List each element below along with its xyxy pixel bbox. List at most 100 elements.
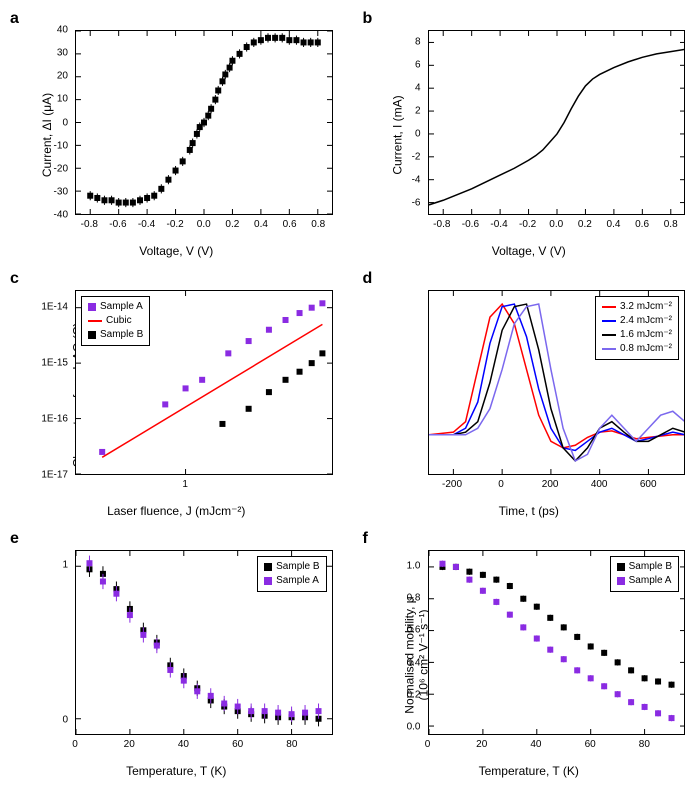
tick-label: 0 xyxy=(415,129,421,140)
tick-label: 30 xyxy=(57,48,68,59)
panel-c-xlabel: Laser fluence, J (mJcm⁻²) xyxy=(107,504,245,518)
tick-label: 0.6 xyxy=(635,219,649,230)
legend-label: Sample A xyxy=(100,300,143,314)
panel-c-plot: Sample ACubicSample B xyxy=(75,290,333,475)
tick-label: 0.6 xyxy=(407,625,421,636)
tick-label: 40 xyxy=(530,739,541,750)
tick-label: 2 xyxy=(415,105,421,116)
panel-b-plot xyxy=(428,30,685,215)
legend-label: 2.4 mJcm⁻² xyxy=(620,314,672,328)
legend-item: Sample A xyxy=(617,574,672,588)
tick-label: 4 xyxy=(415,82,421,93)
legend-label: Sample B xyxy=(276,560,319,574)
legend-item: Sample A xyxy=(88,300,143,314)
tick-label: 20 xyxy=(476,739,487,750)
tick-label: 1 xyxy=(182,479,188,490)
tick-label: 0.6 xyxy=(283,219,297,230)
tick-label: 0 xyxy=(72,739,78,750)
tick-label: -0.6 xyxy=(462,219,479,230)
panel-e-label: e xyxy=(10,530,19,548)
legend-item: 0.8 mJcm⁻² xyxy=(602,342,672,356)
legend-label: Sample B xyxy=(629,560,672,574)
tick-label: -30 xyxy=(54,186,68,197)
panel-a-plot xyxy=(75,30,333,215)
tick-label: 40 xyxy=(57,25,68,36)
legend-label: Sample A xyxy=(629,574,672,588)
tick-label: 80 xyxy=(639,739,650,750)
panel-c-label: c xyxy=(10,270,19,288)
tick-label: 1E-16 xyxy=(41,413,68,424)
tick-label: 0 xyxy=(62,117,68,128)
tick-label: 0.0 xyxy=(197,219,211,230)
tick-label: 1E-14 xyxy=(41,301,68,312)
panel-a: a Current, ΔI (μA) Voltage, V (V) -0.8-0… xyxy=(10,10,343,260)
panel-f-legend: Sample BSample A xyxy=(610,556,679,592)
panel-f: f Normalised mobility, μ (10⁶ cm² V⁻¹ s⁻… xyxy=(363,530,685,780)
tick-label: 0.2 xyxy=(578,219,592,230)
panel-d-plot: 3.2 mJcm⁻²2.4 mJcm⁻²1.6 mJcm⁻²0.8 mJcm⁻² xyxy=(428,290,685,475)
legend-item: 2.4 mJcm⁻² xyxy=(602,314,672,328)
tick-label: -4 xyxy=(412,175,421,186)
panel-d: d Normalised signal (arb.units) Time, t … xyxy=(363,270,685,520)
legend-label: Cubic xyxy=(106,314,132,328)
tick-label: 8 xyxy=(415,36,421,47)
tick-label: 10 xyxy=(57,94,68,105)
tick-label: 20 xyxy=(57,71,68,82)
tick-label: -2 xyxy=(412,152,421,163)
panel-c-legend: Sample ACubicSample B xyxy=(81,296,150,346)
panel-d-xlabel: Time, t (ps) xyxy=(499,504,559,518)
tick-label: 0.4 xyxy=(254,219,268,230)
panel-b-label: b xyxy=(363,10,373,28)
tick-label: 0 xyxy=(425,739,431,750)
panel-e-legend: Sample BSample A xyxy=(257,556,326,592)
tick-label: -200 xyxy=(442,479,462,490)
legend-item: Sample B xyxy=(264,560,319,574)
tick-label: 40 xyxy=(178,739,189,750)
tick-label: -0.4 xyxy=(490,219,507,230)
tick-label: 60 xyxy=(232,739,243,750)
legend-label: Sample A xyxy=(276,574,319,588)
tick-label: 6 xyxy=(415,59,421,70)
panel-a-label: a xyxy=(10,10,19,28)
tick-label: -0.8 xyxy=(81,219,98,230)
tick-label: 0.8 xyxy=(664,219,678,230)
legend-item: 3.2 mJcm⁻² xyxy=(602,300,672,314)
legend-label: Sample B xyxy=(100,328,143,342)
tick-label: 1 xyxy=(62,560,68,571)
legend-item: Sample B xyxy=(617,560,672,574)
tick-label: 0.2 xyxy=(407,689,421,700)
tick-label: -40 xyxy=(54,210,68,221)
tick-label: -10 xyxy=(54,140,68,151)
panel-b-xlabel: Voltage, V (V) xyxy=(492,244,566,258)
tick-label: 200 xyxy=(542,479,559,490)
panel-c: c Charge transferred, ΔQ (C) Laser fluen… xyxy=(10,270,343,520)
tick-label: 0.8 xyxy=(311,219,325,230)
tick-label: 60 xyxy=(585,739,596,750)
tick-label: -6 xyxy=(412,198,421,209)
panel-b: b Current, I (mA) Voltage, V (V) -0.8-0.… xyxy=(363,10,685,260)
tick-label: 0.4 xyxy=(407,657,421,668)
legend-item: Sample B xyxy=(88,328,143,342)
tick-label: 400 xyxy=(591,479,608,490)
legend-label: 3.2 mJcm⁻² xyxy=(620,300,672,314)
panel-f-label: f xyxy=(363,530,368,548)
tick-label: 0.2 xyxy=(225,219,239,230)
figure-grid: a Current, ΔI (μA) Voltage, V (V) -0.8-0… xyxy=(10,10,685,780)
tick-label: 80 xyxy=(286,739,297,750)
tick-label: -0.2 xyxy=(167,219,184,230)
tick-label: -0.6 xyxy=(109,219,126,230)
tick-label: 600 xyxy=(640,479,657,490)
tick-label: 20 xyxy=(124,739,135,750)
tick-label: 1E-17 xyxy=(41,470,68,481)
legend-item: 1.6 mJcm⁻² xyxy=(602,328,672,342)
tick-label: -20 xyxy=(54,163,68,174)
tick-label: 1.0 xyxy=(407,561,421,572)
tick-label: -0.2 xyxy=(519,219,536,230)
panel-d-label: d xyxy=(363,270,373,288)
panel-f-xlabel: Temperature, T (K) xyxy=(479,764,579,778)
tick-label: -0.4 xyxy=(138,219,155,230)
tick-label: 0.4 xyxy=(607,219,621,230)
tick-label: 0.0 xyxy=(549,219,563,230)
legend-item: Sample A xyxy=(264,574,319,588)
tick-label: 0 xyxy=(62,714,68,725)
